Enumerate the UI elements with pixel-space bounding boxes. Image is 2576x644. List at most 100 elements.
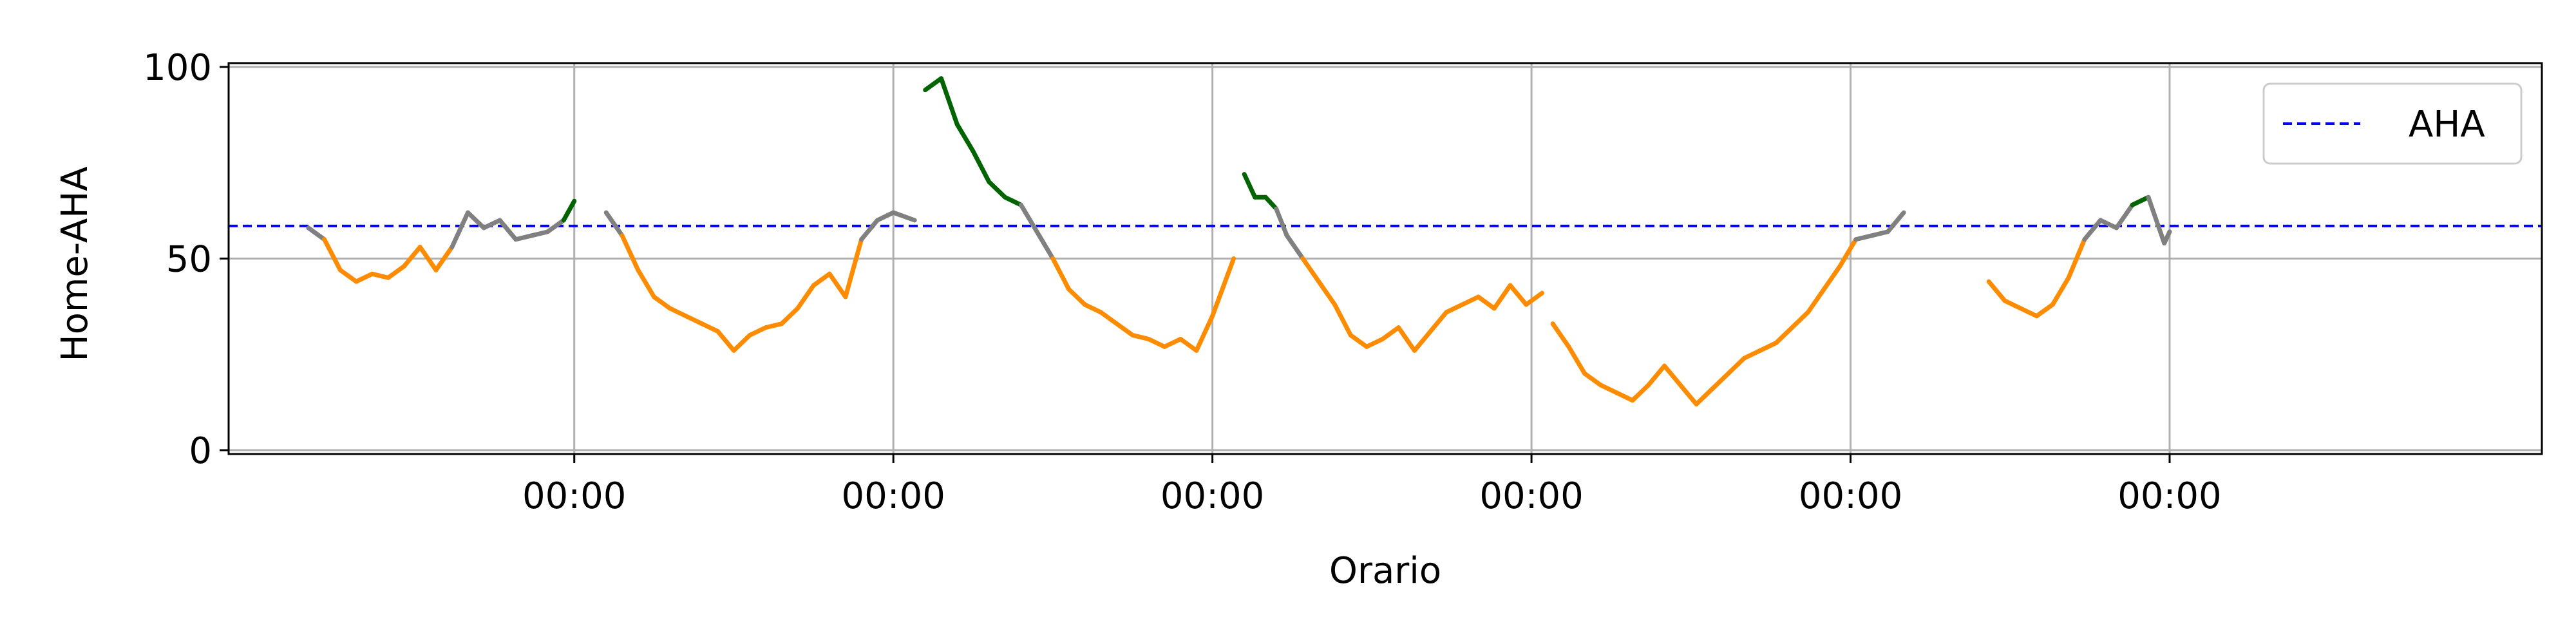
- series-line-piece: [603, 210, 625, 238]
- series-line-piece: [545, 218, 566, 234]
- series-line-piece: [337, 267, 359, 284]
- series-line-piece: [859, 218, 880, 242]
- series-line-piece: [1300, 256, 1321, 284]
- series-line-piece: [2034, 302, 2055, 319]
- legend: AHA: [2262, 82, 2523, 165]
- series-line-piece: [1082, 302, 1103, 315]
- series-line-piece: [1114, 321, 1135, 338]
- y-axis: 0 50 100: [143, 47, 229, 472]
- series-line-piece: [795, 283, 816, 311]
- series-group: [306, 76, 2172, 407]
- series-line-piece: [827, 271, 848, 299]
- series-line-piece: [779, 306, 800, 327]
- series-line-piece: [1396, 325, 1417, 353]
- series-line-piece: [1885, 210, 1906, 234]
- series-line-piece: [497, 218, 518, 242]
- series-line-piece: [1003, 194, 1023, 207]
- series-line-piece: [715, 329, 736, 353]
- series-line-piece: [1662, 363, 1683, 388]
- series-line-piece: [1757, 340, 1779, 353]
- series-line-piece: [354, 271, 375, 284]
- series-line-piece: [1614, 390, 1635, 403]
- series-line-piece: [1034, 229, 1056, 261]
- series-line-piece: [1412, 329, 1433, 353]
- series-line-piece: [1598, 383, 1619, 395]
- series-line-piece: [1018, 202, 1039, 234]
- series-line-piece: [843, 237, 864, 299]
- series-line-piece: [636, 267, 657, 299]
- series-line-piece: [1805, 287, 1826, 315]
- series-line-piece: [1348, 333, 1369, 349]
- series-line-piece: [1146, 336, 1167, 349]
- legend-aha-label: AHA: [2409, 104, 2485, 146]
- series-line-piece: [2050, 275, 2071, 307]
- series-line-piece: [2018, 306, 2040, 319]
- series-line-piece: [1790, 310, 1810, 330]
- series-line-piece: [1332, 302, 1353, 338]
- series-line-piece: [433, 245, 455, 272]
- series-line-piece: [1870, 229, 1890, 238]
- series-line-piece: [529, 229, 550, 238]
- series-line-piece: [1444, 302, 1465, 315]
- series-line-piece: [1986, 279, 2007, 303]
- series-line-piece: [1050, 256, 1072, 292]
- series-line-piece: [2066, 237, 2087, 280]
- series-line-piece: [875, 210, 896, 223]
- series-line-piece: [306, 225, 327, 242]
- series-line-piece: [1380, 325, 1401, 341]
- series-line-piece: [1678, 383, 1699, 407]
- series-line-piece: [386, 263, 406, 280]
- series-line-piece: [561, 198, 577, 223]
- x-tick-label: 00:00: [1160, 475, 1264, 517]
- series-line-piece: [620, 233, 641, 272]
- series-line-piece: [891, 210, 917, 223]
- series-line-piece: [1130, 333, 1151, 341]
- series-line-piece: [1162, 336, 1183, 349]
- series-line-piece: [763, 321, 784, 330]
- y-axis-title: Home-AHA: [54, 166, 96, 361]
- series-line-piece: [401, 245, 422, 269]
- series-line-piece: [731, 333, 752, 353]
- series-line-piece: [1853, 233, 1875, 242]
- series-line-piece: [1194, 314, 1215, 353]
- series-line-piece: [652, 294, 672, 311]
- series-line-piece: [1364, 336, 1385, 349]
- series-line-piece: [513, 233, 535, 242]
- series-line-piece: [1710, 371, 1731, 392]
- series-line-piece: [923, 76, 944, 93]
- series-line-piece: [1508, 283, 1529, 307]
- series-line-piece: [2098, 218, 2119, 231]
- series-line-piece: [2082, 218, 2103, 242]
- series-line-piece: [1774, 325, 1795, 345]
- series-line-piece: [2146, 194, 2167, 246]
- series-line-piece: [987, 179, 1008, 200]
- series-line-piece: [683, 314, 705, 327]
- series-line-piece: [450, 210, 471, 250]
- series-line-piece: [2114, 202, 2135, 231]
- series-line-piece: [1694, 386, 1715, 407]
- x-tick-label: 00:00: [841, 475, 945, 517]
- series-line-piece: [1242, 172, 1258, 200]
- x-axis-title: Orario: [1329, 550, 1441, 592]
- y-tick-label: 0: [189, 430, 212, 472]
- series-line-piece: [1741, 348, 1763, 361]
- series-line-piece: [1460, 294, 1481, 307]
- series-line-piece: [1550, 321, 1571, 349]
- series-line-piece: [1566, 344, 1587, 376]
- series-line-piece: [1821, 263, 1842, 292]
- x-tick-label: 00:00: [2117, 475, 2221, 517]
- series-line-piece: [481, 218, 502, 231]
- series-line-piece: [1263, 194, 1279, 211]
- series-line-piece: [1476, 294, 1497, 311]
- series-line-piece: [939, 76, 960, 127]
- series-line-piece: [2162, 229, 2172, 246]
- series-line-piece: [667, 306, 688, 319]
- series-line-piece: [747, 325, 768, 338]
- series-line-piece: [2130, 194, 2151, 207]
- x-axis: 00:00 00:00 00:00 00:00 00:00 00:00: [522, 454, 2222, 517]
- series-line-piece: [971, 149, 992, 184]
- series-line-piece: [1837, 237, 1859, 269]
- series-line-piece: [1316, 279, 1338, 307]
- series-line-piece: [1630, 383, 1651, 403]
